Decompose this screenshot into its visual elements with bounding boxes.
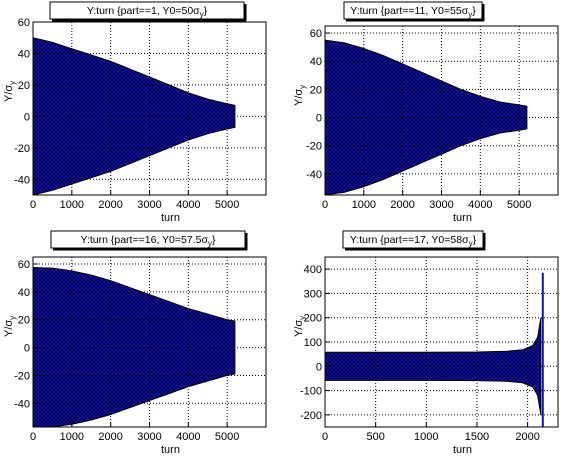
envelope-mesh bbox=[325, 40, 527, 195]
x-tick-label: 1000 bbox=[352, 199, 376, 211]
x-tick-label: 0 bbox=[30, 199, 36, 211]
x-axis-label: turn bbox=[453, 212, 472, 224]
x-axis-label: turn bbox=[453, 444, 472, 456]
y-axis-label: Y/σy bbox=[3, 81, 17, 102]
chart-title: Y:turn {part==16, Y0=57.5σy} bbox=[81, 234, 216, 248]
x-tick-label: 5000 bbox=[215, 431, 239, 443]
x-tick-label: 4000 bbox=[176, 431, 200, 443]
grid bbox=[325, 257, 558, 427]
y-tick-label: 20 bbox=[310, 84, 322, 96]
y-tick-label: -40 bbox=[14, 174, 30, 186]
x-tick-label: 4000 bbox=[468, 199, 492, 211]
x-tick-label: 5000 bbox=[215, 199, 239, 211]
y-tick-label: -40 bbox=[14, 398, 30, 410]
y-tick-label: 200 bbox=[304, 313, 322, 325]
x-tick-label: 1000 bbox=[60, 199, 84, 211]
x-tick-label: 3000 bbox=[137, 199, 161, 211]
y-tick-label: 0 bbox=[316, 361, 322, 373]
y-tick-label: -20 bbox=[306, 141, 322, 153]
y-tick-label: 0 bbox=[24, 343, 30, 355]
y-tick-label: -20 bbox=[14, 143, 30, 155]
x-tick-label: 0 bbox=[322, 431, 328, 443]
y-tick-label: 20 bbox=[18, 80, 30, 92]
x-axis-label: turn bbox=[161, 444, 180, 456]
title-box bbox=[342, 230, 484, 249]
y-axis-label: Y/σy bbox=[293, 316, 307, 337]
x-tick-label: 1000 bbox=[414, 431, 438, 443]
y-tick-label: -40 bbox=[306, 169, 322, 181]
title-box bbox=[49, 1, 245, 20]
x-tick-label: 500 bbox=[366, 431, 384, 443]
x-tick-label: 2000 bbox=[515, 431, 539, 443]
x-tick-label: 1000 bbox=[60, 431, 84, 443]
chart-panel-2: 0 1000 2000 3000 4000 5000 -40 -20 0 20 40 60 turn Y/… bbox=[293, 1, 559, 224]
x-tick-label: 0 bbox=[30, 431, 36, 443]
chart-title: Y:turn {part==11, Y0=55σy} bbox=[350, 5, 476, 19]
grid bbox=[33, 257, 266, 427]
x-tick-label: 5000 bbox=[507, 199, 531, 211]
y-axis-label: Y/σy bbox=[293, 85, 307, 106]
x-tick-label: 3000 bbox=[137, 431, 161, 443]
y-tick-label: -100 bbox=[300, 386, 322, 398]
y-tick-label: 40 bbox=[18, 48, 30, 60]
envelope-mesh bbox=[33, 37, 235, 195]
title-box bbox=[50, 230, 246, 249]
grid bbox=[325, 26, 558, 195]
chart-panel-1: 0 1000 2000 3000 4000 5000 -40 -20 0 20 40 60 turn Y/… bbox=[3, 1, 267, 224]
envelope-mesh bbox=[33, 267, 235, 427]
y-tick-label: 60 bbox=[18, 17, 30, 29]
chart-title: Y:turn {part==17, Y0=58σy} bbox=[350, 234, 477, 248]
y-tick-label: -20 bbox=[14, 370, 30, 382]
y-tick-label: 40 bbox=[18, 287, 30, 299]
x-tick-label: 1500 bbox=[465, 431, 489, 443]
y-tick-label: 20 bbox=[18, 315, 30, 327]
y-tick-label: 60 bbox=[310, 28, 322, 40]
data-band bbox=[33, 266, 236, 427]
data-band bbox=[325, 39, 528, 195]
y-tick-label: 0 bbox=[316, 113, 322, 125]
x-tick-label: 4000 bbox=[176, 199, 200, 211]
x-tick-label: 2000 bbox=[390, 199, 414, 211]
y-tick-label: 40 bbox=[310, 56, 322, 68]
title-box bbox=[343, 1, 483, 20]
chart-panel-3: 0 1000 2000 3000 4000 5000 -40 -20 0 20 40 60 turn Y/… bbox=[3, 230, 267, 456]
y-axis-label: Y/σy bbox=[3, 316, 17, 337]
x-tick-label: 0 bbox=[322, 199, 328, 211]
y-tick-label: 400 bbox=[304, 264, 322, 276]
chart-panel-4: 0 500 1000 1500 2000 -200 -100 0 100 200 300 400 tur… bbox=[293, 230, 559, 456]
y-tick-label: 300 bbox=[304, 288, 322, 300]
x-tick-label: 2000 bbox=[98, 431, 122, 443]
x-tick-label: 2000 bbox=[98, 199, 122, 211]
y-tick-label: 0 bbox=[24, 111, 30, 123]
y-tick-label: -200 bbox=[300, 410, 322, 422]
grid bbox=[33, 21, 266, 195]
plot-area bbox=[325, 257, 558, 427]
envelope-mesh bbox=[325, 317, 541, 415]
y-tick-label: 100 bbox=[304, 337, 322, 349]
x-tick-label: 3000 bbox=[429, 199, 453, 211]
y-tick-label: 60 bbox=[18, 259, 30, 271]
chart-title: Y:turn {part==1, Y0=50σy} bbox=[87, 5, 208, 19]
x-axis-label: turn bbox=[161, 212, 180, 224]
